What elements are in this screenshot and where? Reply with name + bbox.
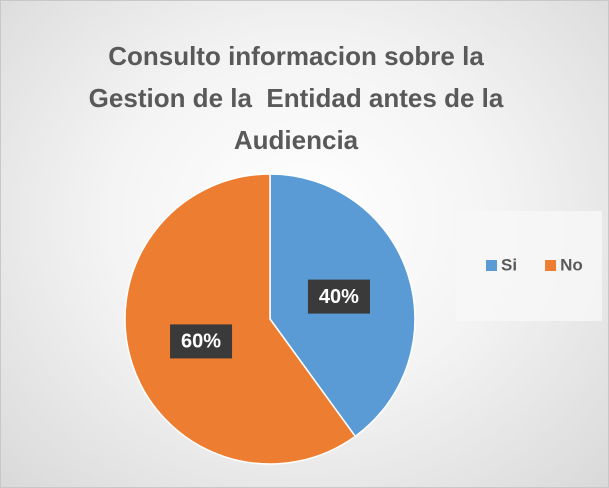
- chart-title: Consulto informacion sobre la Gestion de…: [88, 41, 510, 155]
- legend-marker: [545, 260, 557, 271]
- legend-label: Si: [501, 255, 517, 274]
- data-label-box: [307, 279, 370, 314]
- pie-slice: [124, 173, 357, 465]
- data-label: 40%: [319, 286, 359, 308]
- data-label-box: [170, 324, 233, 359]
- legend-box: [456, 211, 602, 321]
- data-label: 60%: [181, 331, 221, 353]
- legend-marker: [486, 260, 497, 271]
- legend-label: No: [560, 255, 583, 274]
